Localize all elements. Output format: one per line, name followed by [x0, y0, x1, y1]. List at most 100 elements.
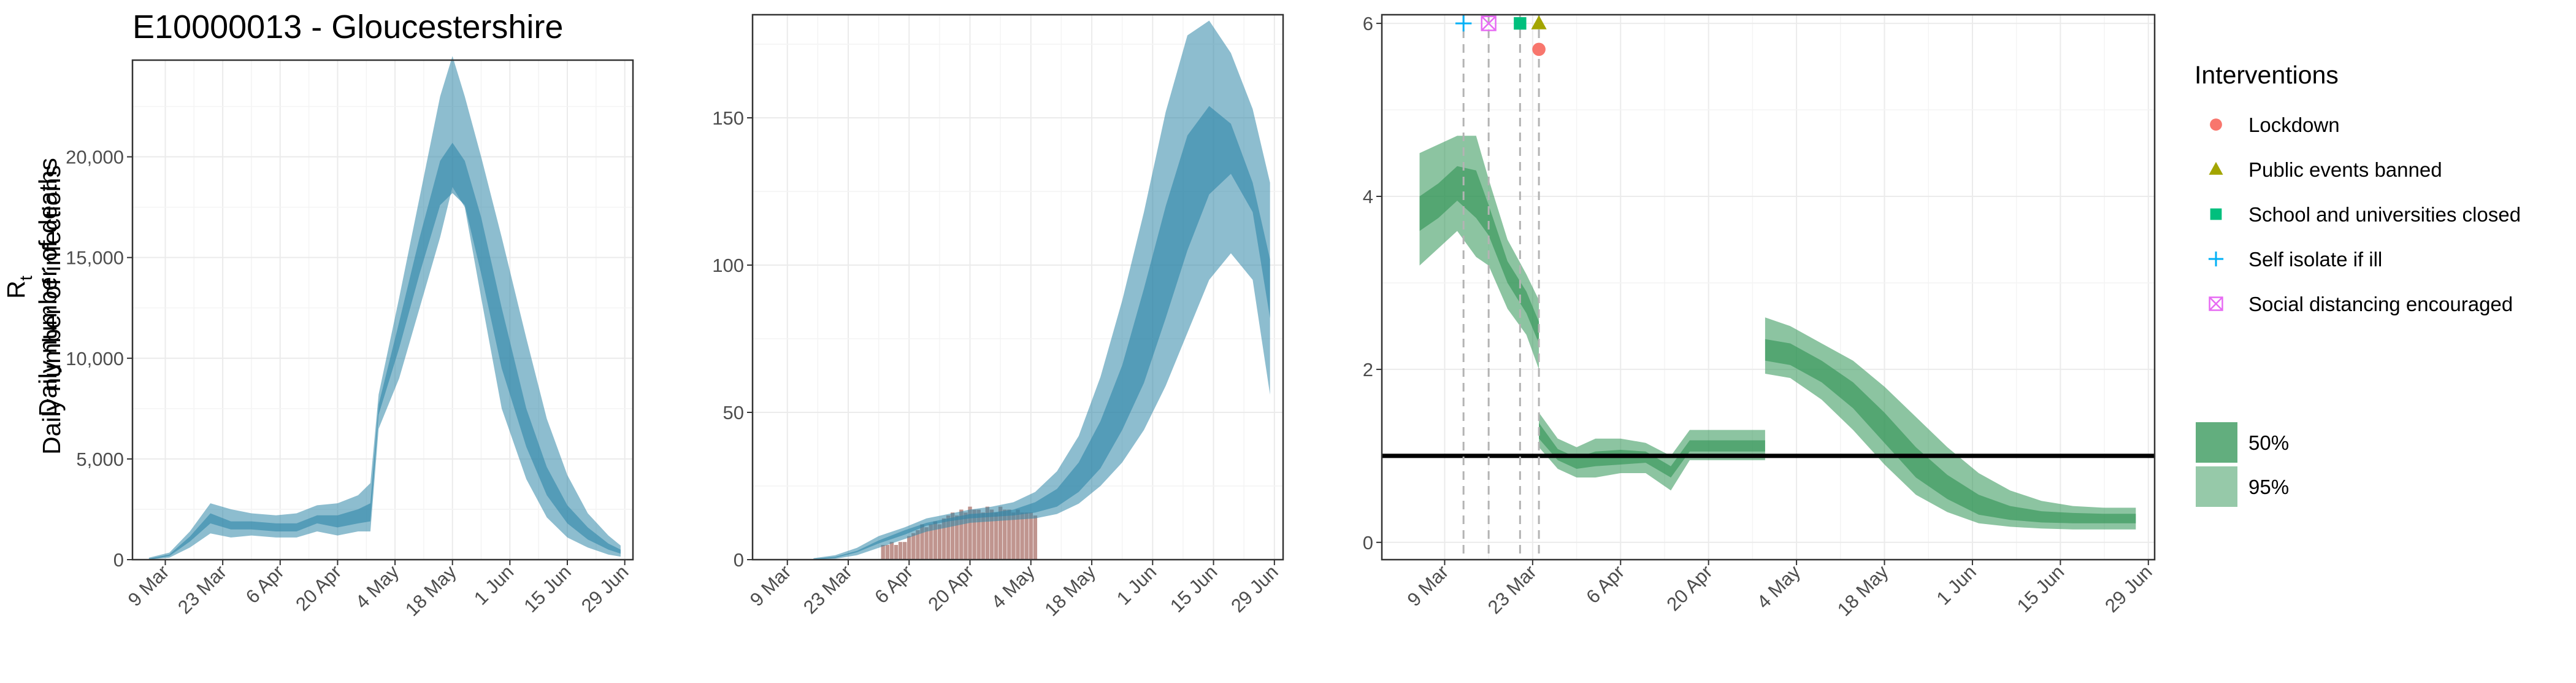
circle-icon — [1532, 42, 1546, 56]
death-bar — [950, 512, 955, 560]
legend-item-label: School and universities closed — [2248, 203, 2521, 226]
x-tick-label: 1 Jun — [1932, 561, 1980, 609]
x-tick-label: 15 Jun — [519, 561, 575, 617]
x-tick-label: 4 May — [351, 561, 404, 613]
x-tick-label: 1 Jun — [1113, 561, 1160, 609]
death-bar — [1020, 512, 1024, 560]
x-tick-label: 15 Jun — [2013, 561, 2069, 617]
triangle-icon — [2209, 161, 2223, 175]
y-tick-label: 10,000 — [66, 348, 124, 369]
panel-border — [1381, 14, 2156, 561]
legend-title: Interventions — [2195, 61, 2339, 89]
y-tick-label: 20,000 — [66, 147, 124, 168]
x-tick-label: 9 Mar — [1403, 561, 1453, 611]
death-bar — [933, 521, 937, 560]
y-axis-title-subscript: t — [17, 276, 36, 280]
band-50-ci — [1419, 166, 2136, 523]
death-bar — [946, 515, 951, 560]
death-bar — [1024, 512, 1029, 560]
y-tick-label: 50 — [723, 402, 744, 423]
death-bar — [989, 509, 994, 560]
band-50-ci — [813, 106, 1270, 560]
death-bar — [964, 512, 968, 560]
y-tick-label: 100 — [712, 255, 744, 276]
infections-panel: 0 5,000 10,000 15,000 20,000 9 Mar 23 Mar 6 Apr… — [37, 9, 634, 620]
boxed-x-icon — [2209, 296, 2223, 311]
death-bar — [920, 524, 924, 560]
death-bar — [881, 545, 885, 560]
y-tick-label: 15,000 — [66, 247, 124, 269]
y-tick-label: 6 — [1363, 13, 1373, 34]
death-bar — [1033, 515, 1038, 560]
death-bar — [972, 509, 976, 560]
panel-border — [751, 14, 1284, 561]
death-bar — [994, 512, 999, 560]
x-tick-label: 29 Jun — [2101, 561, 2156, 617]
square-icon — [2210, 208, 2222, 220]
bars — [881, 506, 1038, 560]
death-bar — [911, 533, 916, 560]
band-95-ci — [148, 56, 621, 560]
legend-band-label: 95% — [2248, 476, 2289, 498]
x-tick-label: 9 Mar — [124, 561, 174, 611]
legend-band-label: 50% — [2248, 431, 2289, 454]
x-tick-label: 4 May — [1753, 561, 1805, 613]
death-bar — [916, 530, 920, 560]
death-bar — [1029, 512, 1033, 560]
y-tick-label: 0 — [1363, 532, 1373, 554]
y-tick-label: 5,000 — [76, 449, 124, 470]
x-tick-label: 18 May — [401, 561, 461, 620]
band-95-ci — [813, 20, 1270, 560]
band-50-ci — [148, 142, 621, 560]
death-bar — [998, 506, 1003, 560]
x-tick-label: 20 Apr — [1663, 561, 1717, 615]
panel-border — [131, 59, 634, 561]
chart-title: E10000013 - Gloucestershire — [132, 9, 563, 45]
intervention-markers — [1455, 15, 1547, 560]
plot-area — [1382, 15, 2155, 560]
legend-item-label: Lockdown — [2248, 114, 2340, 136]
legend-item-label: Self isolate if ill — [2248, 248, 2382, 271]
legend-item-label: Public events banned — [2248, 158, 2442, 181]
death-bar — [959, 509, 964, 560]
y-tick-label: 150 — [712, 107, 744, 129]
death-bar — [937, 524, 942, 560]
x-tick-label: 23 Mar — [174, 561, 231, 618]
legend-item-label: Social distancing encouraged — [2248, 293, 2513, 315]
triangle-icon — [1531, 15, 1547, 29]
x-tick-label: 6 Apr — [870, 561, 917, 608]
x-tick-label: 4 May — [987, 561, 1039, 613]
x-tick-label: 1 Jun — [470, 561, 518, 609]
circle-icon — [2210, 118, 2222, 131]
grid — [1382, 15, 2155, 560]
y-tick-label: 2 — [1363, 359, 1373, 380]
y-axis-title: Daily number of infections — [37, 165, 66, 455]
x-tick-label: 29 Jun — [577, 561, 633, 617]
death-bar — [1016, 509, 1020, 560]
death-bar — [907, 536, 911, 560]
death-bar — [985, 506, 990, 560]
y-axis-title: Rt — [2, 276, 36, 299]
death-bar — [955, 515, 959, 560]
death-bar — [889, 542, 894, 560]
x-tick-label: 15 Jun — [1166, 561, 1222, 617]
death-bar — [1007, 509, 1011, 560]
death-bar — [898, 542, 903, 560]
death-bar — [976, 509, 981, 560]
x-tick-label: 23 Mar — [1484, 561, 1541, 618]
y-axis-title: Daily number of deaths — [34, 158, 62, 417]
y-tick-label: 4 — [1363, 186, 1373, 207]
death-bar — [929, 524, 933, 560]
x-tick-label: 6 Apr — [242, 561, 288, 608]
x-tick-label: 20 Apr — [924, 561, 978, 615]
square-icon — [1514, 17, 1527, 30]
x-tick-label: 23 Mar — [799, 561, 856, 618]
boxed-x-icon — [1481, 15, 1497, 31]
x-tick-label: 18 May — [1833, 561, 1893, 620]
y-tick-label: 0 — [734, 549, 744, 571]
x-tick-label: 6 Apr — [1582, 561, 1628, 608]
death-bar — [902, 542, 907, 560]
x-tick-label: 29 Jun — [1227, 561, 1282, 617]
death-bar — [968, 506, 972, 560]
